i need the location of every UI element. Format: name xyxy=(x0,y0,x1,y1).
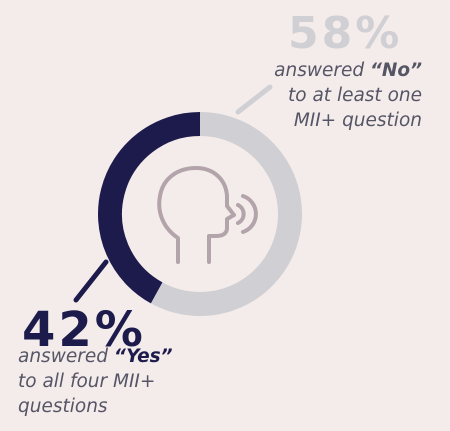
no-answer: “No” xyxy=(369,60,422,81)
yes-line3: questions xyxy=(18,396,108,417)
donut-slice-yes xyxy=(98,112,201,304)
no-line1-prefix: answered xyxy=(274,60,370,81)
donut-slice-no xyxy=(150,112,302,316)
yes-description: answered “Yes” to all four MII+ question… xyxy=(18,344,238,419)
no-percent: 58% xyxy=(288,8,403,59)
no-line2: to at least one xyxy=(288,85,422,106)
no-line3: MII+ question xyxy=(293,110,422,131)
yes-line1-prefix: answered xyxy=(18,346,114,367)
yes-answer: “Yes” xyxy=(113,346,173,367)
no-leader-line xyxy=(235,84,273,115)
yes-percent: 42% xyxy=(22,302,146,358)
yes-leader-line xyxy=(73,259,109,303)
no-description: answered “No” to at least one MII+ quest… xyxy=(202,58,422,133)
yes-line2: to all four MII+ xyxy=(18,371,156,392)
head-speaking-icon xyxy=(157,166,258,264)
